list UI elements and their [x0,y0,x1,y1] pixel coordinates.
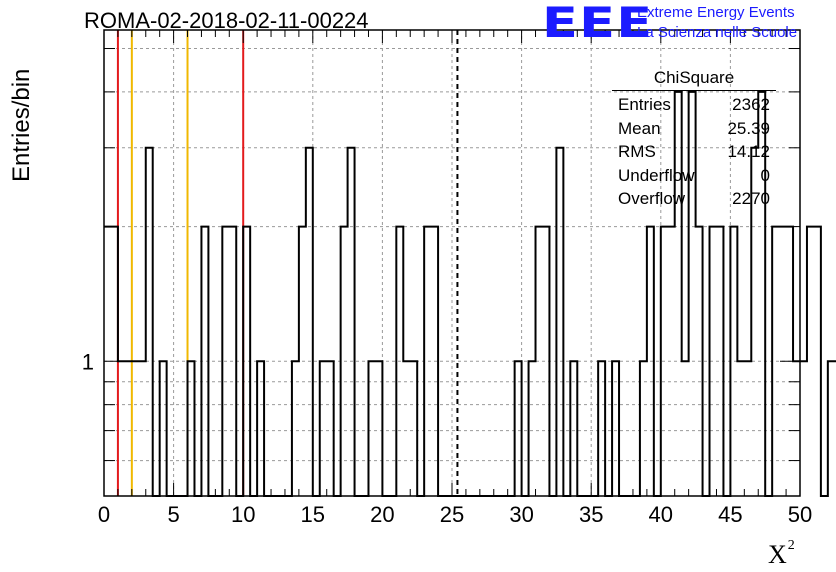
stats-divider [612,90,776,91]
x-tick-label: 10 [231,502,255,527]
x-axis-label-base: X [768,540,787,569]
stats-row-mean: Mean 25.39 [612,117,776,141]
stats-value: 25.39 [727,118,770,138]
stats-label: Underflow [618,165,695,185]
run-title: ROMA-02-2018-02-11-00224 [84,8,369,33]
x-axis-label: X2 [768,538,795,570]
eee-logo: EEE Extreme Energy Events La Scienza nel… [542,0,832,47]
tick-labels: 0 5 10 15 20 25 30 35 40 45 50 1 [82,349,812,527]
x-tick-label: 45 [718,502,742,527]
logo-line-2: La Scienza nelle Scuole [637,24,798,41]
y-axis-label: Entries/bin [8,68,35,182]
stats-label: RMS [618,142,656,161]
stats-value: 0 [760,165,770,185]
stats-row-rms: RMS 14.12 [612,140,776,164]
y-tick-label: 1 [82,349,94,374]
stats-row-overflow: Overflow 2270 [612,187,776,211]
stats-row-underflow: Underflow 0 [612,164,776,188]
stats-value: 2362 [732,95,770,114]
stats-box: ChiSquare Entries 2362 Mean 25.39 RMS 14.12… [612,68,776,211]
stats-row-entries: Entries 2362 [612,93,776,117]
x-tick-label: 20 [370,502,394,527]
grid-lines [104,30,800,496]
x-tick-label: 50 [788,502,812,527]
stats-value: 14.12 [727,142,770,161]
stats-label: Overflow [618,189,686,208]
x-tick-label: 25 [440,502,464,527]
plot-frame [103,29,801,497]
stats-value: 2270 [732,189,770,208]
stats-label: Entries [618,95,671,114]
eee-logo-mark: EEE [542,0,654,47]
reference-lines [116,30,459,496]
x-tick-label: 5 [167,502,179,527]
stats-label: Mean [618,118,661,138]
x-tick-label: 35 [579,502,603,527]
x-tick-label: 30 [509,502,533,527]
x-tick-label: 15 [301,502,325,527]
x-axis-label-superscript: 2 [787,538,795,553]
stats-title: ChiSquare [653,68,735,87]
x-tick-label: 0 [98,502,110,527]
x-tick-label: 40 [649,502,673,527]
logo-line-1: Extreme Energy Events [637,4,795,21]
